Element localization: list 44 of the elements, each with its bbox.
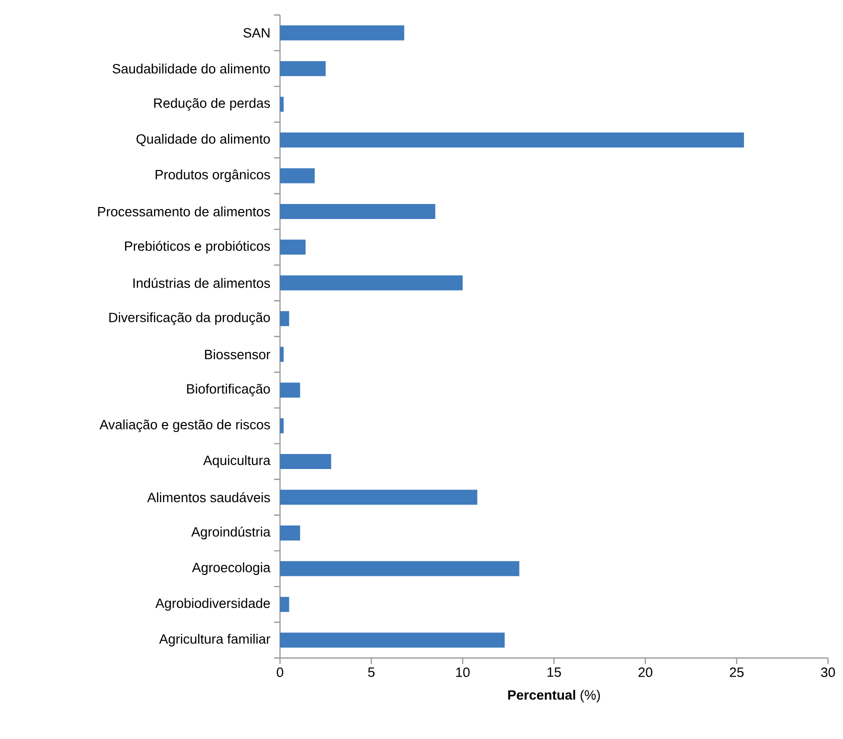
bar — [280, 454, 332, 470]
y-tick-label: Indústrias de alimentos — [133, 278, 270, 288]
x-tick-label: 5 — [368, 668, 375, 677]
bar — [280, 490, 478, 505]
x-tick-label: 20 — [638, 668, 652, 678]
bar — [280, 311, 290, 326]
y-tick-label: Agroecologia — [192, 562, 270, 575]
y-tick-label: Processamento de alimentos — [98, 206, 270, 216]
x-axis-title: Percentual (%) — [508, 690, 600, 702]
bar — [280, 632, 505, 648]
x-tick-label: 30 — [821, 668, 835, 678]
bar — [280, 25, 404, 40]
bar — [280, 132, 744, 148]
bar — [280, 382, 300, 398]
y-tick-label: Qualidade do alimento — [136, 134, 270, 146]
y-tick-label: Diversificação da produção — [109, 312, 270, 325]
x-tick-label: 15 — [548, 668, 561, 677]
bar — [280, 204, 436, 219]
y-tick-label: Agricultura familiar — [159, 634, 270, 646]
bar — [280, 61, 326, 76]
bar — [280, 240, 306, 255]
y-tick-label: Saudabilidade do alimento — [112, 64, 270, 74]
x-tick-label: 25 — [730, 668, 744, 678]
y-tick-label: Produtos orgânicos — [156, 169, 270, 182]
bar — [280, 346, 284, 362]
y-tick-label: Agrobiodiversidade — [155, 598, 270, 611]
x-tick-label: 10 — [456, 668, 470, 678]
x-tick-label: 0 — [276, 668, 284, 678]
bar — [280, 168, 315, 184]
bar — [280, 96, 284, 112]
y-tick-label: Alimentos saudáveis — [147, 492, 270, 502]
y-tick-label: Prebióticos e probióticos — [125, 240, 270, 254]
bar — [280, 275, 463, 290]
y-tick-label: SAN — [243, 28, 270, 38]
bar — [280, 418, 284, 434]
y-tick-label: Aquicultura — [203, 455, 270, 468]
bar — [280, 525, 300, 540]
bar — [280, 596, 290, 612]
y-tick-label: Redução de perdas — [154, 98, 270, 111]
y-tick-label: Biofortificação — [187, 384, 270, 396]
bar — [280, 561, 520, 576]
y-tick-label: Agroindústria — [191, 526, 270, 540]
y-tick-label: Avaliação e gestão de riscos — [100, 419, 270, 432]
y-tick-label: Biossensor — [205, 349, 270, 360]
